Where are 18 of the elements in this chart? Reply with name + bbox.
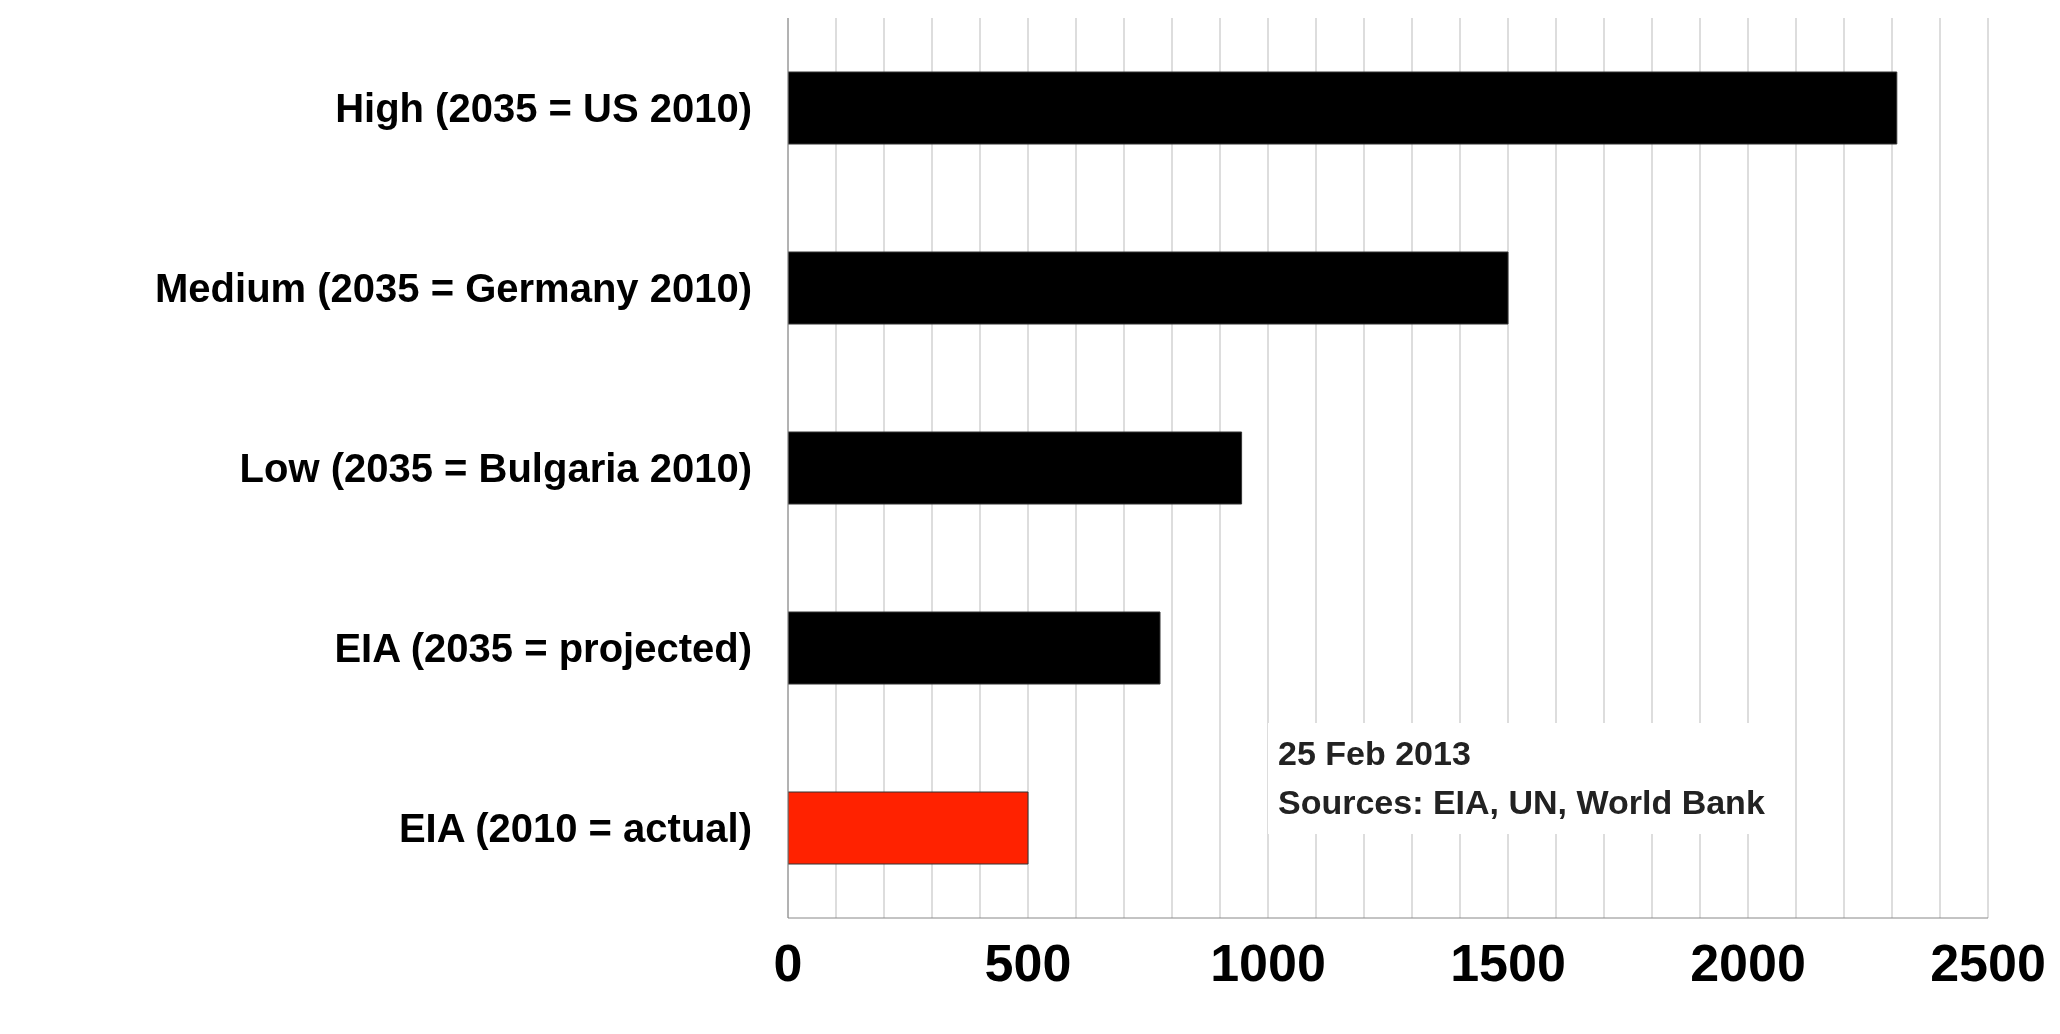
bar <box>788 791 1029 865</box>
x-tick-label: 2000 <box>1690 933 1806 992</box>
x-tick-label: 500 <box>984 933 1072 992</box>
annotation: 25 Feb 2013 <box>1278 733 1472 774</box>
bar <box>788 431 1243 505</box>
y-tick-label: EIA (2035 = projected) <box>334 626 752 671</box>
y-tick-label: Low (2035 = Bulgaria 2010) <box>239 446 752 491</box>
bar <box>788 611 1161 685</box>
x-tick-label: 1500 <box>1450 933 1566 992</box>
y-tick-label: EIA (2010 = actual) <box>398 806 752 851</box>
x-tick-label: 1000 <box>1210 933 1326 992</box>
x-tick-label: 2500 <box>1930 933 2046 992</box>
y-tick-label: Medium (2035 = Germany 2010) <box>155 266 752 311</box>
annotation: Sources: EIA, UN, World Bank <box>1278 782 1765 824</box>
bar <box>788 251 1509 325</box>
x-tick-label: 0 <box>773 933 803 992</box>
y-tick-label: High (2035 = US 2010) <box>335 86 752 131</box>
bar <box>788 71 1898 145</box>
